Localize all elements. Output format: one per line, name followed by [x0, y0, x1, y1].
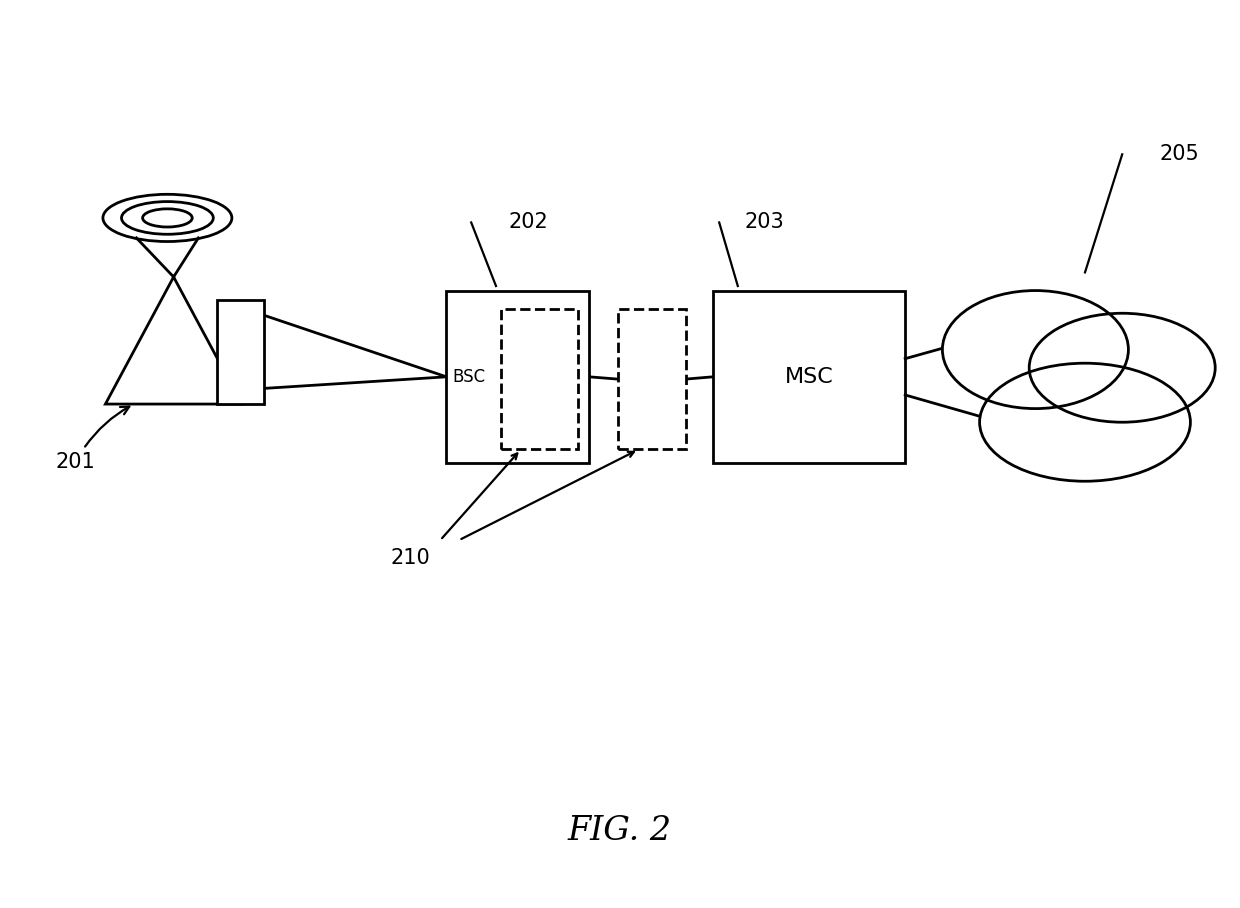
Text: 203: 203 — [744, 212, 784, 232]
Text: MSC: MSC — [785, 367, 833, 387]
Bar — [501, 309, 578, 449]
Bar — [618, 309, 686, 449]
Text: FIG. 2: FIG. 2 — [568, 814, 672, 847]
Ellipse shape — [980, 363, 1190, 481]
Ellipse shape — [942, 291, 1128, 409]
Text: 210: 210 — [391, 548, 430, 568]
Bar — [713, 291, 905, 463]
Bar — [446, 291, 589, 463]
Text: 205: 205 — [1159, 144, 1199, 164]
Text: BSC: BSC — [453, 368, 485, 386]
Ellipse shape — [1029, 313, 1215, 422]
Text: 202: 202 — [508, 212, 548, 232]
Bar — [217, 300, 264, 404]
Text: 201: 201 — [56, 407, 129, 471]
